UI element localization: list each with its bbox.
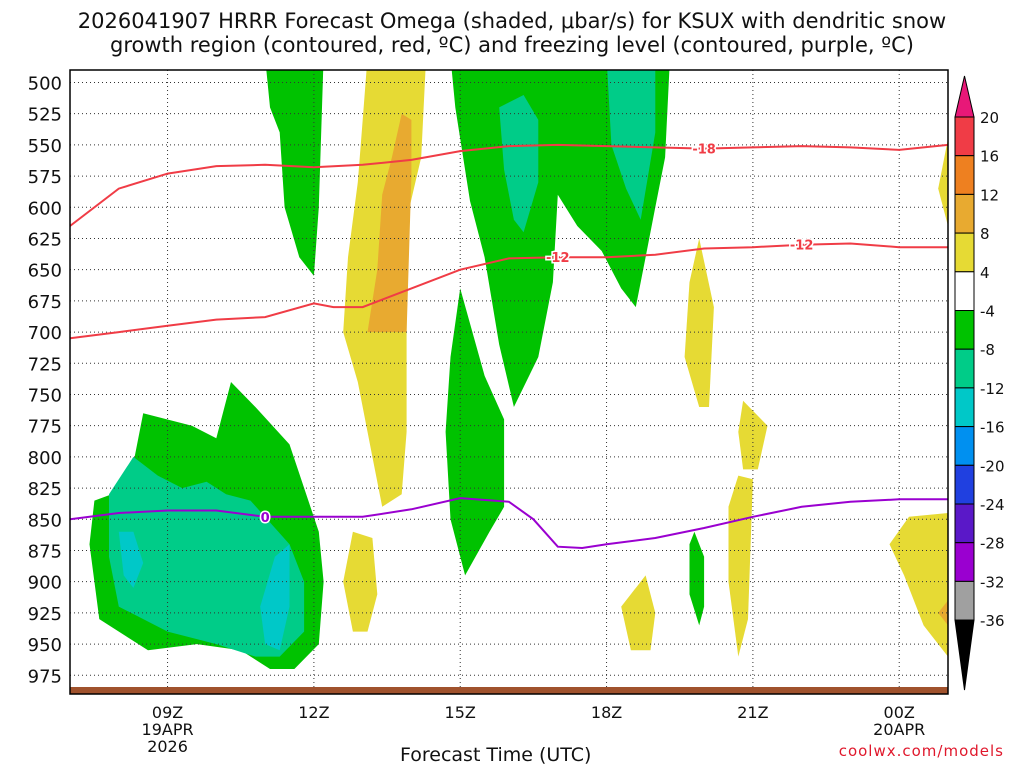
colorbar-swatch bbox=[954, 580, 975, 621]
y-tick-label: 600 bbox=[28, 198, 62, 219]
omega-region-12 bbox=[684, 238, 714, 407]
omega-shading bbox=[89, 70, 948, 669]
y-tick-label: 900 bbox=[28, 573, 62, 594]
omega-region-13 bbox=[738, 400, 768, 470]
y-tick-label: 950 bbox=[28, 635, 62, 656]
colorbar-swatch bbox=[954, 542, 975, 582]
colorbar-bottom-arrow bbox=[954, 619, 975, 691]
x-tick-label: 18Z bbox=[591, 703, 622, 722]
contour-line bbox=[70, 143, 948, 227]
colorbar: 20 16 12 8 4 -4 -8 -12 -16 -20 -24 -28 -32 -36 bbox=[954, 75, 1005, 691]
contour-line bbox=[70, 497, 948, 550]
x-tick-label: 20APR bbox=[873, 720, 925, 739]
colorbar-swatch bbox=[954, 193, 975, 234]
omega-region-6 bbox=[367, 113, 412, 333]
chart-title-line-2: growth region (contoured, red, ºC) and f… bbox=[110, 33, 914, 57]
x-tick-label: 21Z bbox=[737, 703, 768, 722]
colorbar-label: -12 bbox=[980, 380, 1005, 398]
y-tick-label: 650 bbox=[28, 261, 62, 282]
omega-region-1 bbox=[109, 456, 305, 657]
omega-region-14 bbox=[728, 475, 753, 657]
colorbar-label: -16 bbox=[980, 419, 1005, 437]
colorbar-label: -32 bbox=[980, 573, 1005, 591]
y-tick-label: 525 bbox=[28, 105, 62, 126]
omega-region-8 bbox=[499, 95, 539, 233]
colorbar-label: -20 bbox=[980, 457, 1005, 475]
y-tick-label: 825 bbox=[28, 479, 62, 500]
omega-region-2 bbox=[118, 531, 144, 588]
omega-region-17 bbox=[889, 513, 948, 657]
y-tick-label: 775 bbox=[28, 417, 62, 438]
colorbar-label: 4 bbox=[980, 264, 990, 282]
colorbar-swatch bbox=[954, 426, 975, 466]
y-tick-label: 875 bbox=[28, 541, 62, 562]
omega-region-10 bbox=[445, 288, 505, 576]
x-tick-label: 09Z bbox=[152, 703, 183, 722]
colorbar-label: -8 bbox=[980, 341, 995, 359]
y-tick-label: 675 bbox=[28, 292, 62, 313]
plot-frame bbox=[69, 69, 949, 695]
omega-region-9 bbox=[607, 70, 656, 220]
x-tick-label: 12Z bbox=[298, 703, 329, 722]
colorbar-top-arrow bbox=[954, 75, 975, 118]
y-tick-label: 700 bbox=[28, 323, 62, 344]
y-tick-label: 625 bbox=[28, 229, 62, 250]
y-tick-label: 500 bbox=[28, 73, 62, 94]
y-axis: 500 525 550 575 600 625 650 675 700 725 750 775 800 8… bbox=[28, 73, 62, 687]
colorbar-swatch bbox=[954, 464, 975, 505]
colorbar-label: 16 bbox=[980, 148, 999, 166]
colorbar-label: -36 bbox=[980, 612, 1005, 630]
y-tick-label: 850 bbox=[28, 510, 62, 531]
contour-label: -18 bbox=[692, 143, 716, 158]
x-tick-label: 00Z bbox=[884, 703, 915, 722]
colorbar-label: 12 bbox=[980, 186, 999, 204]
colorbar-swatch bbox=[954, 271, 975, 311]
y-tick-label: 725 bbox=[28, 354, 62, 375]
x-tick-label: 2026 bbox=[147, 737, 188, 756]
contour-line bbox=[70, 242, 948, 340]
colorbar-label: 20 bbox=[980, 109, 999, 127]
y-tick-label: 575 bbox=[28, 167, 62, 188]
omega-region-4 bbox=[266, 70, 324, 276]
omega-region-19 bbox=[938, 600, 948, 626]
colorbar-label: 8 bbox=[980, 225, 990, 243]
colorbar-label: -24 bbox=[980, 496, 1005, 514]
temperature-contours: -18 -12 -12 0 bbox=[70, 141, 948, 550]
y-tick-label: 975 bbox=[28, 666, 62, 687]
contour-label: -12 bbox=[790, 239, 814, 254]
ground-strip bbox=[70, 687, 948, 694]
colorbar-swatch bbox=[954, 116, 975, 157]
omega-region-11 bbox=[343, 531, 378, 632]
chart-title-line-1: 2026041907 HRRR Forecast Omega (shaded, … bbox=[77, 9, 947, 33]
omega-region-3 bbox=[260, 544, 290, 651]
contour-label: 0 bbox=[261, 511, 270, 526]
y-tick-label: 925 bbox=[28, 604, 62, 625]
x-tick-label: 15Z bbox=[445, 703, 476, 722]
omega-region-18 bbox=[938, 138, 948, 226]
colorbar-label: -4 bbox=[980, 303, 995, 321]
contour-label: -12 bbox=[546, 251, 570, 266]
omega-region-16 bbox=[689, 531, 705, 626]
grid bbox=[70, 70, 948, 694]
colorbar-swatch bbox=[954, 155, 975, 195]
colorbar-swatch bbox=[954, 387, 975, 428]
colorbar-label: -28 bbox=[980, 535, 1005, 553]
colorbar-swatch bbox=[954, 310, 975, 350]
credit-text: coolwx.com/models bbox=[838, 742, 1004, 760]
x-tick-label: 19APR bbox=[142, 720, 194, 739]
colorbar-swatch bbox=[954, 503, 975, 544]
x-axis-title: Forecast Time (UTC) bbox=[400, 744, 592, 766]
y-tick-label: 800 bbox=[28, 448, 62, 469]
colorbar-swatch bbox=[954, 348, 975, 389]
y-tick-label: 750 bbox=[28, 385, 62, 406]
y-tick-label: 550 bbox=[28, 136, 62, 157]
colorbar-swatch bbox=[954, 232, 975, 273]
